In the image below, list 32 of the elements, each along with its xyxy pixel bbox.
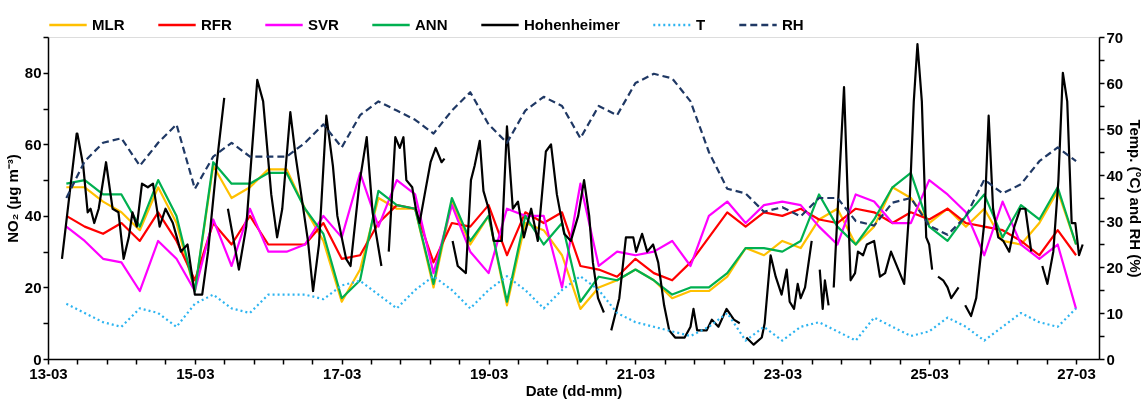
y2-tick-label: 60 xyxy=(1106,74,1124,92)
y2-tick-label: 20 xyxy=(1106,258,1124,276)
legend-label: Hohenheimer xyxy=(524,16,621,33)
legend-label: ANN xyxy=(415,16,448,33)
y2-tick-label: 40 xyxy=(1106,166,1124,184)
legend-label: RH xyxy=(782,16,804,33)
y2-tick-label: 70 xyxy=(1106,28,1124,46)
y-tick-label: 20 xyxy=(24,278,42,296)
y2-axis-title: Temp. (°C) and RH (%) xyxy=(1127,119,1145,278)
legend-label: MLR xyxy=(92,16,125,33)
x-tick-label: 17-03 xyxy=(323,364,362,382)
y-tick-label: 80 xyxy=(24,64,42,82)
x-tick-label: 25-03 xyxy=(910,364,949,382)
x-tick-label: 21-03 xyxy=(616,364,656,382)
line-series xyxy=(65,72,1078,236)
legend-label: SVR xyxy=(308,16,340,33)
legend-label: T xyxy=(696,16,706,33)
line-series xyxy=(65,275,1078,342)
y2-tick-label: 30 xyxy=(1106,212,1124,230)
x-tick-label: 19-03 xyxy=(469,364,509,382)
y-tick-label: 40 xyxy=(24,207,42,225)
y2-tick-label: 0 xyxy=(1106,350,1115,368)
x-axis-title: Date (dd-mm) xyxy=(525,381,623,399)
y2-tick-label: 50 xyxy=(1106,120,1124,138)
y2-tick-label: 10 xyxy=(1106,304,1124,322)
x-tick-label: 27-03 xyxy=(1057,364,1096,382)
y-tick-label: 60 xyxy=(24,135,42,153)
x-tick-label: 23-03 xyxy=(763,364,803,382)
x-tick-label: 15-03 xyxy=(176,364,215,382)
line-series xyxy=(65,204,1078,282)
y-axis-title: NO₂ (µg m⁻³) xyxy=(3,154,21,243)
legend-label: RFR xyxy=(201,16,232,33)
